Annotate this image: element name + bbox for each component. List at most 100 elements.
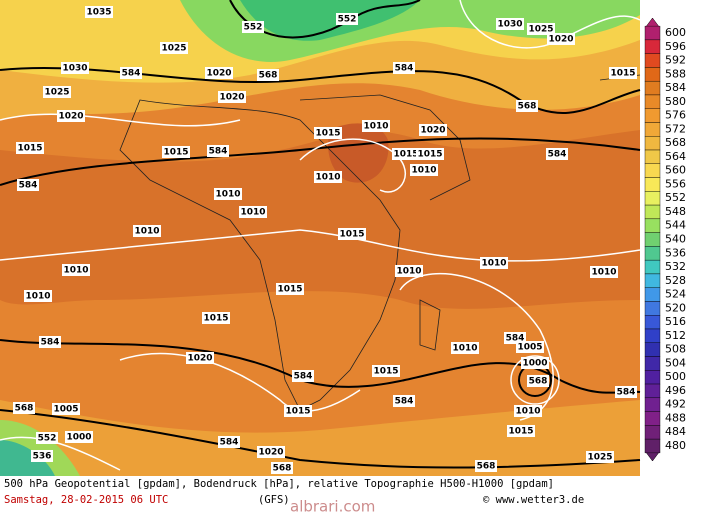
contour-label: 1025 (161, 44, 186, 54)
caption: 500 hPa Geopotential [gpdam], Bodendruck… (4, 478, 554, 490)
contour-label: 1020 (548, 35, 573, 45)
colorbar-label: 552 (665, 191, 686, 204)
contour-label: 552 (38, 434, 57, 444)
contour-label-bg (160, 42, 188, 54)
contour-label-bg (52, 403, 80, 415)
contour-label: 584 (617, 388, 636, 398)
contour-label: 1010 (63, 266, 88, 276)
contour-label: 584 (395, 397, 414, 407)
contour-label-bg (586, 451, 614, 463)
colorbar-block (644, 67, 661, 82)
contour-label-bg (480, 257, 508, 269)
colorbar-label: 532 (665, 260, 686, 273)
contour-label: 1015 (393, 150, 418, 160)
contour-label-bg (416, 148, 444, 160)
colorbar-label: 568 (665, 136, 686, 149)
contour-label-bg (395, 265, 423, 277)
contour-label: 1010 (452, 344, 477, 354)
contour-label-bg (271, 462, 293, 474)
contour-label-bg (207, 145, 229, 157)
colorbar-block (644, 315, 661, 330)
contour-label-bg (62, 264, 90, 276)
colorbar-label: 500 (665, 370, 686, 383)
colorbar-label: 572 (665, 122, 686, 135)
colorbar: 6005965925885845805765725685645605565525… (644, 17, 686, 462)
colorbar-label: 492 (665, 398, 686, 411)
colorbar-block (644, 177, 661, 192)
colorbar-label: 596 (665, 40, 686, 53)
contour-label-bg (372, 365, 400, 377)
colorbar-label: 548 (665, 205, 686, 218)
contour-label-bg (17, 179, 39, 191)
contour-label: 1020 (420, 126, 445, 136)
contour-label-bg (202, 312, 230, 324)
contour-label-bg (257, 446, 285, 458)
contour-label-bg (516, 341, 544, 353)
contour-label: 1025 (44, 88, 69, 98)
contour-label: 1015 (508, 427, 533, 437)
contour-label: 1010 (481, 259, 506, 269)
colorbar-label: 588 (665, 67, 686, 80)
contour-label-bg (36, 432, 58, 444)
colorbar-block (644, 342, 661, 357)
colorbar-block (644, 122, 661, 137)
colorbar-block (644, 149, 661, 164)
colorbar-block (644, 218, 661, 233)
contour-label: 584 (548, 150, 567, 160)
contour-label: 1010 (134, 227, 159, 237)
contour-label-bg (214, 188, 242, 200)
contour-label: 1000 (66, 433, 91, 443)
contour-label: 1015 (277, 285, 302, 295)
colorbar-label: 524 (665, 288, 686, 301)
contour-label-bg (609, 67, 637, 79)
contour-label: 1020 (258, 448, 283, 458)
contour-label: 552 (244, 23, 263, 33)
colorbar-label: 544 (665, 219, 686, 232)
contour-label-bg (590, 266, 618, 278)
source: © www.wetter3.de (483, 494, 584, 506)
contour-label-bg (338, 228, 366, 240)
colorbar-block (644, 53, 661, 68)
colorbar-block (644, 232, 661, 247)
contour-label: 1010 (25, 292, 50, 302)
contour-label: 568 (273, 464, 292, 474)
contour-label-bg (419, 124, 447, 136)
colorbar-block (644, 80, 661, 96)
colorbar-label: 528 (665, 274, 686, 287)
contour-label-bg (218, 91, 246, 103)
contour-label: 1015 (339, 230, 364, 240)
contour-label-bg (475, 460, 497, 472)
colorbar-block (644, 425, 661, 440)
contour-label-bg (24, 290, 52, 302)
colorbar-label: 484 (665, 425, 686, 438)
colorbar-block (644, 411, 661, 426)
contour-label: 584 (19, 181, 38, 191)
colorbar-label: 480 (665, 439, 686, 452)
contour-label: 1025 (587, 453, 612, 463)
contour-label-bg (336, 13, 358, 25)
contour-label: 1020 (219, 93, 244, 103)
contour-label: 568 (529, 377, 548, 387)
colorbar-block (644, 163, 661, 178)
colorbar-label: 516 (665, 315, 686, 328)
colorbar-label: 540 (665, 233, 686, 246)
colorbar-label: 520 (665, 301, 686, 314)
date: Samstag, 28-02-2015 06 UTC (4, 494, 168, 506)
contour-label: 584 (209, 147, 228, 157)
contour-label: 584 (41, 338, 60, 348)
contour-label: 584 (122, 69, 141, 79)
contour-label: 1015 (417, 150, 442, 160)
contour-label-bg (284, 405, 312, 417)
contour-label-bg (242, 21, 264, 33)
contour-label: 1010 (215, 190, 240, 200)
contour-label-bg (218, 436, 240, 448)
contour-label-bg (451, 342, 479, 354)
colorbar-block (644, 273, 661, 288)
contour-label-bg (292, 370, 314, 382)
watermark: albrari.com (290, 498, 375, 513)
contour-label: 1015 (285, 407, 310, 417)
contour-label: 1025 (528, 25, 553, 35)
colorbar-label: 576 (665, 109, 686, 122)
colorbar-block (644, 39, 661, 54)
